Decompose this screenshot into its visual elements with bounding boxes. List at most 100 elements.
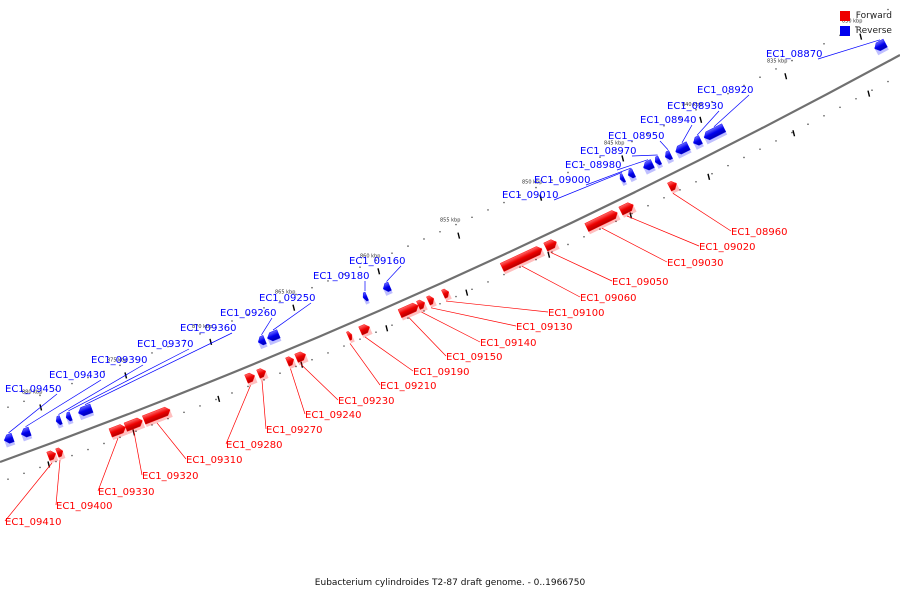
gene-arrow [628,168,636,179]
tick-label: 880 kbp [22,389,42,395]
gene-ec1-09130[interactable] [426,294,437,308]
scale-dot [471,216,473,219]
gene-label[interactable]: EC1_09410 [5,517,61,528]
scale-dot [583,236,585,238]
gene-label[interactable]: EC1_09060 [580,293,636,304]
scale-dot [183,339,185,342]
gene-label[interactable]: EC1_08960 [731,227,787,238]
gene-ec1-09280[interactable] [244,372,258,387]
gene-ec1-09060[interactable] [499,245,546,275]
gene-label[interactable]: EC1_09180 [313,271,369,282]
gene-ec1-09160[interactable] [381,281,393,296]
gene-ec1-09190[interactable] [358,323,373,338]
gene-ec1-09100[interactable] [441,288,452,302]
gene-ec1-09330[interactable] [108,423,129,440]
gene-label[interactable]: EC1_08950 [608,131,664,142]
gene-ec1-09030[interactable] [584,209,621,235]
scale-dot [455,223,457,226]
gene-label[interactable]: EC1_08870 [766,49,822,60]
gene-label[interactable]: EC1_09100 [548,308,604,319]
scale-dot [231,320,233,322]
gene-label[interactable]: EC1_09000 [534,175,590,186]
gene-label[interactable]: EC1_08980 [565,160,621,171]
gene-label[interactable]: EC1_09430 [49,370,105,381]
gene-label[interactable]: EC1_09320 [142,471,198,482]
gene-ec1-09410[interactable] [46,449,59,464]
gene-leader [430,307,517,327]
gene-label[interactable]: EC1_09020 [699,242,755,253]
gene-label[interactable]: EC1_09370 [137,339,193,350]
gene-arrow [693,135,703,146]
scale-dot [7,406,9,408]
gene-label[interactable]: EC1_09280 [226,440,282,451]
gene-ec1-09000[interactable] [626,168,637,183]
gene-label[interactable]: EC1_09130 [516,322,572,333]
gene-ec1-09020[interactable] [618,201,637,218]
scale-dot [727,164,729,167]
gene-label[interactable]: EC1_09310 [186,455,242,466]
gene-label[interactable]: EC1_09330 [98,487,154,498]
gene-ec1-08980[interactable] [642,159,656,175]
gene-leader [68,348,190,412]
gene-label[interactable]: EC1_09270 [266,425,322,436]
gene-label[interactable]: EC1_09240 [305,410,361,421]
gene-label[interactable]: EC1_09190 [413,367,469,378]
gene-arrow [703,123,727,141]
gene-ec1-09360[interactable] [77,403,95,421]
scale-dot [247,313,249,316]
gene-label[interactable]: EC1_09450 [5,384,61,395]
gene-ec1-09180[interactable] [361,291,370,305]
gene-arrow [618,202,634,216]
gene-ec1-09430[interactable] [20,426,33,442]
gene-ec1-08940[interactable] [674,141,692,159]
scale-dot [151,424,153,426]
gene-label[interactable]: EC1_09260 [220,308,276,319]
gene-label[interactable]: EC1_09250 [259,293,315,304]
gene-ec1-09390[interactable] [55,415,64,429]
gene-label[interactable]: EC1_08930 [667,101,723,112]
gene-ec1-08960[interactable] [667,179,680,194]
gene-ec1-09140[interactable] [416,299,428,313]
gene-label[interactable]: EC1_09390 [91,355,147,366]
gene-label[interactable]: EC1_09010 [502,190,558,201]
gene-ec1-09250[interactable] [266,329,282,346]
gene-ec1-09400[interactable] [55,447,66,461]
gene-label[interactable]: EC1_09400 [56,501,112,512]
gene-ec1-09450[interactable] [3,432,16,448]
gene-ec1-08930[interactable] [691,135,704,150]
scale-dot [311,286,313,289]
gene-ec1-08970[interactable] [653,155,664,169]
gene-ec1-09230[interactable] [294,350,309,366]
scale-dot [311,358,313,361]
gene-leader [156,422,187,460]
gene-label[interactable]: EC1_09210 [380,381,436,392]
gene-ec1-09240[interactable] [285,355,297,370]
gene-label[interactable]: EC1_09140 [480,338,536,349]
gene-ec1-09270[interactable] [256,367,269,382]
gene-ec1-09010[interactable] [618,173,628,187]
gene-ec1-08920[interactable] [702,123,728,145]
gene-ec1-08870[interactable] [873,38,889,56]
gene-label[interactable]: EC1_09160 [349,256,405,267]
scale-dot [103,442,105,445]
gene-ec1-09310[interactable] [142,406,173,428]
gene-ec1-09320[interactable] [123,416,146,435]
gene-label[interactable]: EC1_09150 [446,352,502,363]
genome-backbone [0,54,900,464]
gene-ec1-09050[interactable] [543,238,560,254]
gene-ec1-09260[interactable] [257,335,268,350]
gene-label[interactable]: EC1_09030 [667,258,723,269]
gene-ec1-09210[interactable] [346,331,355,344]
gene-label[interactable]: EC1_08920 [697,85,753,96]
gene-label[interactable]: EC1_09050 [612,277,668,288]
gene-label[interactable]: EC1_08940 [640,115,696,126]
gene-ec1-08950[interactable] [663,150,675,164]
scale-dot [39,466,41,469]
gene-ec1-09370[interactable] [65,411,74,425]
gene-arrow [665,150,673,161]
gene-ec1-09150[interactable] [397,301,422,321]
gene-label[interactable]: EC1_09230 [338,396,394,407]
gene-label[interactable]: EC1_08970 [580,146,636,157]
gene-label[interactable]: EC1_09360 [180,323,236,334]
